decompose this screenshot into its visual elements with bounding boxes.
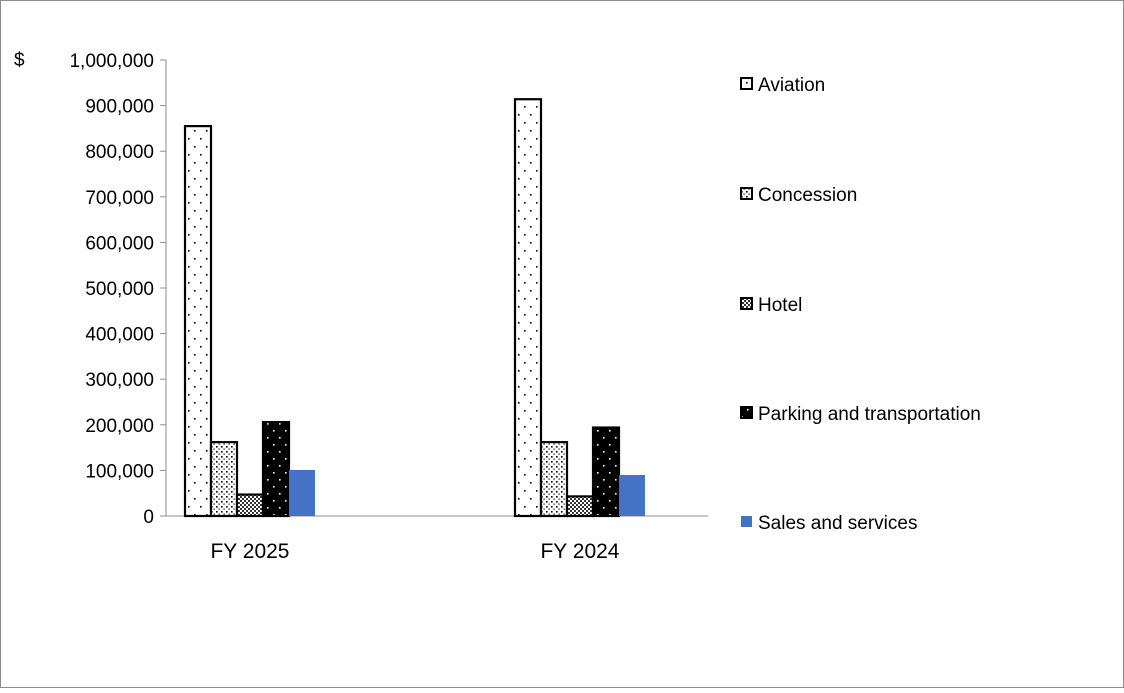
bar-sales-and-services-fy-2025 [289, 469, 315, 516]
y-tick-label: 700,000 [85, 188, 154, 209]
legend-swatch [741, 516, 752, 527]
y-tick-label: 100,000 [85, 461, 154, 482]
legend-label: Sales and services [758, 513, 917, 534]
y-currency-symbol: $ [14, 50, 25, 71]
bar-concession-fy-2025 [209, 441, 239, 518]
y-tick-label: 800,000 [85, 142, 154, 163]
legend-swatch [740, 297, 753, 310]
bar-sales-and-services-fy-2024 [619, 474, 645, 516]
y-tick-label: 200,000 [85, 416, 154, 437]
legend: Aviation Concession Hotel Parking and trans… [740, 75, 981, 534]
y-tick-label: 400,000 [85, 325, 154, 346]
x-axis: FY 2025 FY 2024 [166, 515, 708, 563]
bar-hotel-fy-2024 [565, 495, 595, 518]
bar-parking-and-transportation-fy-2025 [261, 420, 291, 518]
legend-label: Aviation [758, 75, 825, 96]
y-tick-label: 600,000 [85, 233, 154, 254]
bar-series-group [183, 98, 645, 518]
legend-swatch [740, 187, 753, 200]
x-tick-label: FY 2024 [540, 540, 619, 563]
bar-hotel-fy-2025 [235, 493, 265, 518]
bar-aviation-fy-2025 [183, 125, 213, 518]
legend-label: Parking and transportation [758, 404, 981, 425]
legend-swatch [740, 77, 753, 90]
y-tick-label: 1,000,000 [69, 51, 154, 72]
legend-label: Hotel [758, 295, 802, 316]
y-axis: 0 100,000 200,000 300,000 400,000 500,000 600,… [69, 51, 167, 528]
y-tick-label: 0 [143, 507, 154, 528]
bar-aviation-fy-2024 [513, 98, 543, 518]
y-tick-label: 300,000 [85, 370, 154, 391]
bar-parking-and-transportation-fy-2024 [591, 426, 621, 518]
legend-swatch [740, 406, 753, 419]
legend-label: Concession [758, 185, 857, 206]
y-tick-label: 900,000 [85, 97, 154, 118]
y-tick-label: 500,000 [85, 279, 154, 300]
bar-concession-fy-2024 [539, 441, 569, 518]
x-tick-label: FY 2025 [210, 540, 289, 563]
